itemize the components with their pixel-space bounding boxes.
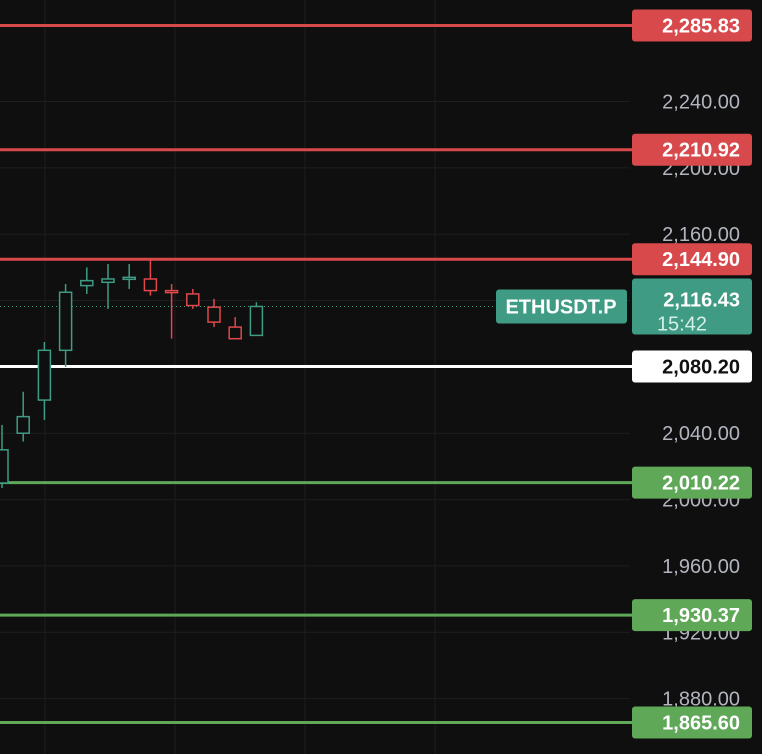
y-tick-label: 2,040.00 (662, 423, 740, 445)
candle-bullish[interactable] (80, 267, 94, 294)
y-tick-label: 2,160.00 (662, 224, 740, 246)
level-badge-box (632, 599, 752, 632)
candle-bearish[interactable] (164, 283, 179, 339)
candle-body (58, 291, 73, 352)
candle-body (80, 279, 94, 287)
candle-bullish[interactable] (58, 283, 73, 367)
candle-body (164, 289, 179, 294)
level-badge-resistance: 2,285.83 (632, 9, 752, 42)
candle-body (143, 278, 158, 292)
candle-body (228, 326, 242, 340)
level-badge-box (632, 350, 752, 383)
level-badge-support: 1,930.37 (632, 599, 752, 632)
candle-body (207, 306, 221, 323)
candle-body (101, 278, 115, 284)
bar-countdown: 15:42 (657, 313, 707, 335)
level-badge-support: 2,010.22 (632, 466, 752, 499)
candle-bullish[interactable] (37, 342, 52, 420)
level-badge-label: 2,210.92 (662, 140, 740, 162)
candle-body (16, 415, 30, 434)
level-lines (0, 24, 632, 724)
candle-bearish[interactable] (186, 288, 200, 309)
level-badge-box (632, 133, 752, 166)
level-badge-box (632, 466, 752, 499)
level-badge-label: 1,930.37 (662, 605, 740, 627)
level-badge-label: 2,144.90 (662, 249, 740, 271)
level-badge-box (632, 9, 752, 42)
y-tick-label: 1,880.00 (662, 689, 740, 711)
level-badge-label: 2,010.22 (662, 473, 740, 495)
level-badge-resistance: 2,144.90 (632, 243, 752, 276)
last-price-badge (632, 278, 752, 335)
candle-body (249, 305, 264, 337)
candle-bearish[interactable] (143, 259, 158, 296)
candle-bullish[interactable] (101, 264, 115, 309)
candle-bearish[interactable] (207, 298, 221, 328)
level-badge-label: 2,080.20 (662, 357, 740, 379)
level-badge-box (632, 243, 752, 276)
candle-bullish[interactable] (249, 302, 264, 337)
level-badge-support: 1,865.60 (632, 706, 752, 739)
candle-body (186, 293, 200, 307)
level-badge-resistance: 2,210.92 (632, 133, 752, 166)
symbol-tag-box (496, 289, 627, 324)
candlesticks[interactable] (0, 259, 264, 488)
candle-bullish[interactable] (0, 424, 9, 488)
candle-body (0, 449, 9, 484)
candle-body (37, 349, 52, 401)
candle-bullish[interactable] (16, 391, 30, 442)
last-price-label: 2,116.43 (663, 289, 740, 311)
y-tick-label: 1,960.00 (662, 556, 740, 578)
vertical-gridlines (44, 0, 436, 754)
level-badge-label: 1,865.60 (662, 713, 740, 735)
level-badge-pivot: 2,080.20 (632, 350, 752, 383)
symbol-tag-label: ETHUSDT.P (505, 296, 616, 318)
candle-body (122, 276, 136, 281)
level-price-badges: 2,285.83 2,210.92 2,144.90 2,080.20 2,010.22… (632, 9, 752, 739)
candle-bullish[interactable] (122, 264, 136, 289)
y-tick-label: 2,240.00 (662, 92, 740, 114)
level-badge-box (632, 706, 752, 739)
candle-bearish[interactable] (228, 317, 242, 340)
level-badge-label: 2,285.83 (662, 16, 740, 38)
